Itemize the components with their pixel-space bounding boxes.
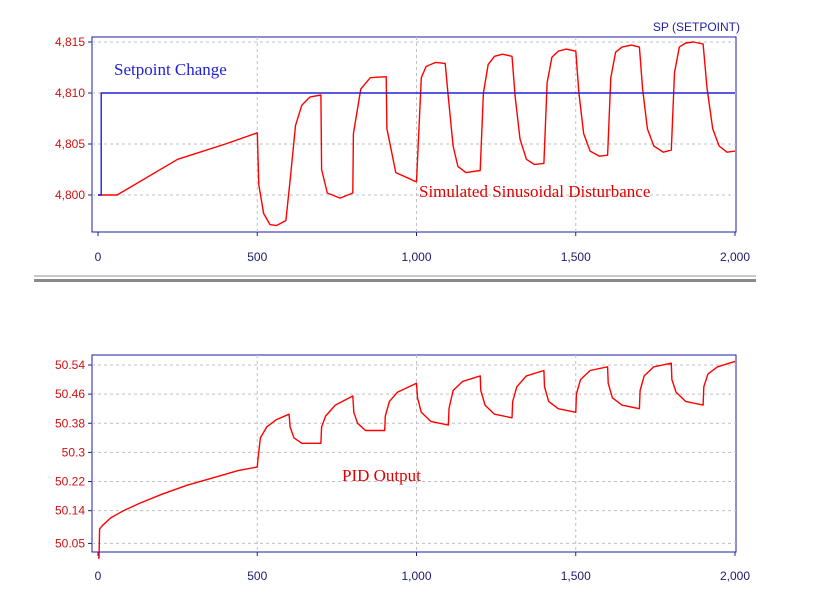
y-tick-label: 50.46 <box>55 387 85 401</box>
y-tick-label: 4,810 <box>55 86 85 100</box>
pid-output-chart: 0 500 1,000 1,500 2,000 50.0550.1450.2250.35… <box>55 354 750 583</box>
annotation-pid-output: PID Output <box>342 466 421 485</box>
y-axis: 4,800 4,805 4,810 4,815 <box>55 35 92 202</box>
y-tick-label: 4,805 <box>55 137 85 151</box>
y-tick-label: 50.54 <box>55 358 85 372</box>
y-tick-label: 4,815 <box>55 35 85 49</box>
pid-output-line <box>98 360 736 559</box>
y-axis: 50.05 50.14 50.22 50.3 50.38 50.46 50.54 <box>55 358 92 550</box>
gridlines <box>92 355 736 552</box>
x-tick-label: 1,000 <box>401 250 431 264</box>
x-axis: 0 500 1,000 1,500 2,000 <box>95 232 750 264</box>
series-group <box>98 360 736 559</box>
x-tick-label: 0 <box>95 250 102 264</box>
y-tick-label: 50.38 <box>55 416 85 430</box>
process-variable-line <box>98 41 736 227</box>
legend-label-setpoint: SP (SETPOINT) <box>653 20 740 34</box>
y-tick-label: 50.05 <box>55 536 85 550</box>
y-tick-label: 50.22 <box>55 475 85 489</box>
x-tick-label: 1,000 <box>401 569 431 583</box>
series-group <box>98 41 736 227</box>
divider-line-dark <box>34 279 756 282</box>
setpoint-line <box>98 92 735 196</box>
x-axis: 0 500 1,000 1,500 2,000 <box>95 552 750 583</box>
x-tick-label: 1,500 <box>561 569 591 583</box>
annotation-setpoint-change: Setpoint Change <box>114 60 227 79</box>
x-tick-label: 500 <box>247 569 267 583</box>
divider-line-light <box>34 275 756 277</box>
chart-divider <box>34 275 756 284</box>
x-tick-label: 500 <box>247 250 267 264</box>
setpoint-chart: 0 500 1,000 1,500 2,000 4,800 4,805 4,810 4,815… <box>55 20 750 264</box>
x-tick-label: 1,500 <box>561 250 591 264</box>
annotation-disturbance: Simulated Sinusoidal Disturbance <box>419 182 650 201</box>
y-tick-label: 50.14 <box>55 504 85 518</box>
x-tick-label: 2,000 <box>720 250 750 264</box>
plot-frame <box>91 36 737 233</box>
x-tick-label: 2,000 <box>720 569 750 583</box>
x-tick-label: 0 <box>95 569 102 583</box>
plot-frame <box>91 354 737 553</box>
y-tick-label: 50.3 <box>62 445 86 459</box>
y-tick-label: 4,800 <box>55 188 85 202</box>
